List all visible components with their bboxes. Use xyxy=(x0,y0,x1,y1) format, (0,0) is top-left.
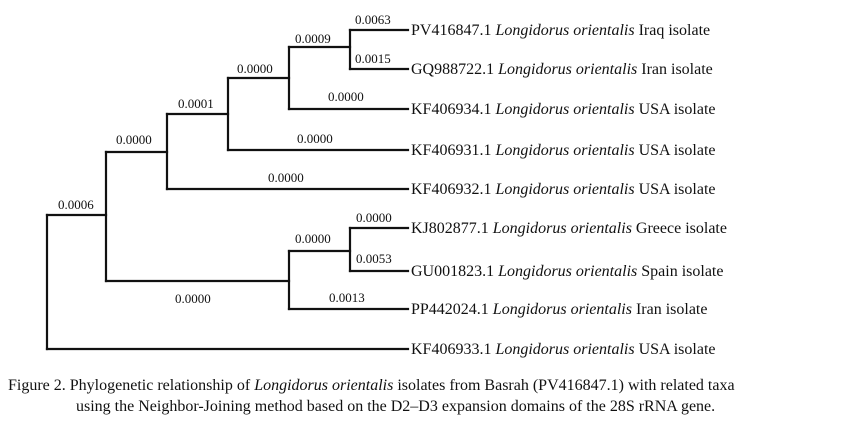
branch-length-label: 0.0063 xyxy=(355,12,391,27)
branch-length-labels: 0.0063 0.0015 0.0009 0.0000 0.0000 0.000… xyxy=(58,12,392,306)
taxon-label-kf406932: KF406932.1 Longidorus orientalis USA iso… xyxy=(411,181,715,198)
taxon-label-gu001823: GU001823.1 Longidorus orientalis Spain i… xyxy=(411,263,723,280)
branch-length-label: 0.0006 xyxy=(58,197,94,212)
branch-length-label: 0.0000 xyxy=(175,291,211,306)
caption-line2: using the Neighbor-Joining method based … xyxy=(76,398,716,415)
tree-branches xyxy=(45,28,410,351)
branch-length-label: 0.0000 xyxy=(268,170,304,185)
branch-length-label: 0.0000 xyxy=(297,131,333,146)
branch-length-label: 0.0000 xyxy=(237,61,273,76)
branch-length-label: 0.0009 xyxy=(295,31,331,46)
branch-length-label: 0.0000 xyxy=(295,231,331,246)
branch-length-label: 0.0013 xyxy=(329,290,365,305)
taxon-label-pv416847: PV416847.1 Longidorus orientalis Iraq is… xyxy=(411,22,710,39)
taxon-label-kf406933: KF406933.1 Longidorus orientalis USA iso… xyxy=(411,341,715,358)
taxon-labels: PV416847.1 Longidorus orientalis Iraq is… xyxy=(411,22,727,358)
taxon-label-pp442024: PP442024.1 Longidorus orientalis Iran is… xyxy=(411,301,707,318)
branch-length-label: 0.0000 xyxy=(116,132,152,147)
taxon-label-kj802877: KJ802877.1 Longidorus orientalis Greece … xyxy=(411,220,727,237)
branch-length-label: 0.0001 xyxy=(178,96,214,111)
caption-prefix: Figure 2. Phylogenetic relationship of xyxy=(8,377,255,394)
caption-suffix: isolates from Basrah (PV416847.1) with r… xyxy=(393,377,735,394)
taxon-label-kf406934: KF406934.1 Longidorus orientalis USA iso… xyxy=(411,101,715,118)
branch-length-label: 0.0000 xyxy=(356,210,392,225)
taxon-label-gq988722: GQ988722.1 Longidorus orientalis Iran is… xyxy=(411,61,713,78)
caption-species: Longidorus orientalis xyxy=(254,377,394,394)
branch-length-label: 0.0000 xyxy=(328,89,364,104)
figure-caption: Figure 2. Phylogenetic relationship of L… xyxy=(8,375,838,417)
branch-length-label: 0.0053 xyxy=(356,251,392,266)
branch-length-label: 0.0015 xyxy=(355,51,391,66)
taxon-label-kf406931: KF406931.1 Longidorus orientalis USA iso… xyxy=(411,142,715,159)
phylogenetic-tree: 0.0063 0.0015 0.0009 0.0000 0.0000 0.000… xyxy=(45,12,727,358)
